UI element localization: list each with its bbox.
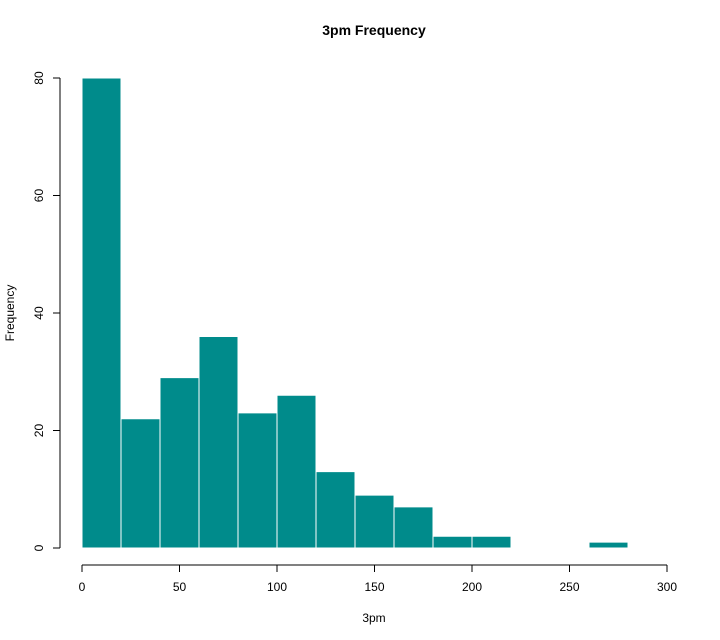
x-tick-label-1: 50 <box>173 580 187 594</box>
x-tick-label-0: 0 <box>79 580 86 594</box>
histogram-bar-10 <box>471 535 512 549</box>
y-tick-label-1: 20 <box>32 424 46 438</box>
histogram-bar-13 <box>588 541 629 549</box>
bars-group <box>81 77 629 549</box>
y-axis-label: Frequency <box>3 285 17 342</box>
histogram-bar-1 <box>120 418 161 549</box>
x-tick-label-2: 100 <box>267 580 287 594</box>
histogram-bar-8 <box>393 506 434 549</box>
chart-title: 3pm Frequency <box>322 22 426 38</box>
y-tick-label-2: 40 <box>32 306 46 320</box>
histogram-bar-3 <box>198 336 239 549</box>
x-tick-label-6: 300 <box>657 580 677 594</box>
histogram-bar-2 <box>159 377 200 549</box>
x-tick-label-5: 250 <box>559 580 579 594</box>
histogram-bar-5 <box>276 394 317 549</box>
x-tick-label-3: 150 <box>364 580 384 594</box>
x-axis-label: 3pm <box>362 611 385 625</box>
y-tick-label-3: 60 <box>32 189 46 203</box>
x-tick-label-4: 200 <box>462 580 482 594</box>
y-tick-label-0: 0 <box>32 544 46 551</box>
histogram-bar-7 <box>354 494 395 549</box>
histogram-bar-4 <box>237 412 278 549</box>
histogram-bar-0 <box>81 77 122 549</box>
y-tick-label-4: 80 <box>32 71 46 85</box>
histogram-bar-6 <box>315 471 356 549</box>
y-axis: 0 20 40 60 80 <box>32 71 61 551</box>
x-axis: 0 50 100 150 200 250 300 <box>79 564 677 594</box>
histogram-bar-9 <box>432 535 473 549</box>
